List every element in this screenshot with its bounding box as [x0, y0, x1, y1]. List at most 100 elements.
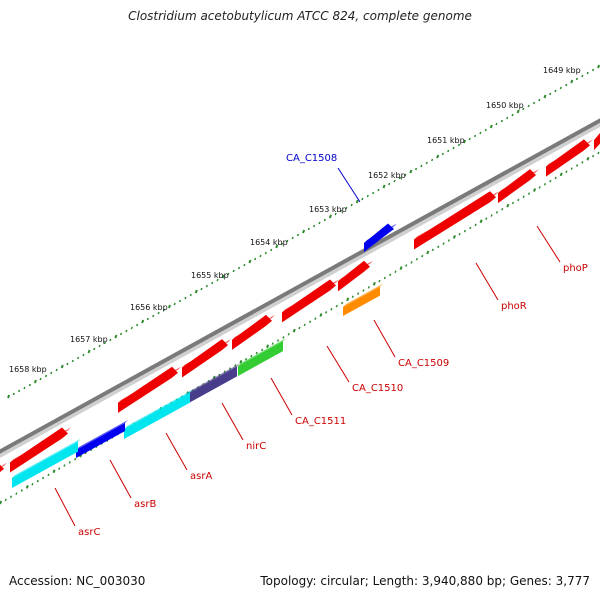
gene-labels: CA_C1508 phoP phoR CA_C1509 CA_C1510 CA_C1511…	[54, 153, 588, 538]
gene-nirC[interactable]	[187, 363, 240, 404]
inner-tick-dot	[58, 467, 61, 470]
inner-tick-dot	[330, 307, 333, 311]
inner-tick-dot	[479, 219, 483, 224]
inner-tick-dot	[437, 245, 440, 249]
gene-CA_C1508[interactable]	[364, 223, 397, 252]
kbp-tick-label: 1658 kbp	[9, 365, 47, 374]
inner-tick-dot	[506, 203, 510, 208]
leader-line	[109, 459, 132, 499]
outer-tick-dot	[404, 173, 407, 177]
outer-tick-dot	[382, 184, 386, 189]
leader-line	[221, 402, 244, 441]
kbp-tick-label: 1655 kbp	[191, 271, 229, 280]
gene-CA_C1509[interactable]	[343, 283, 383, 316]
gene-asrA[interactable]	[124, 389, 193, 439]
outer-tick-dot	[409, 169, 413, 174]
outer-tick-dot	[350, 203, 353, 207]
accession-label: Accession: NC_003030	[9, 574, 146, 588]
outer-tick-dot	[575, 77, 579, 81]
gene-asrC[interactable]	[12, 438, 81, 488]
gene-CA_C1511[interactable]	[238, 338, 286, 376]
gene-label-CA_C1511[interactable]: CA_C1511	[295, 416, 346, 427]
inner-tick-dot	[314, 317, 317, 320]
outer-tick-dot	[173, 302, 176, 306]
gene-label-asrA[interactable]: asrA	[190, 471, 212, 482]
gene-label-CA_C1508[interactable]: CA_C1508	[286, 153, 337, 164]
forward-gene-block[interactable]	[118, 366, 181, 413]
outer-tick-dot	[184, 296, 187, 300]
outer-tick-dot	[130, 326, 133, 330]
outer-tick-dot	[141, 319, 145, 324]
outer-tick-dot	[66, 362, 69, 366]
outer-tick-dot	[71, 359, 74, 363]
outer-tick-dot	[82, 353, 85, 357]
inner-tick-dot	[0, 500, 3, 505]
outer-tick-dot	[189, 293, 192, 297]
gene-label-CA_C1509[interactable]: CA_C1509	[398, 358, 449, 369]
inner-tick-dot	[549, 179, 552, 183]
inner-tick-dot	[442, 242, 445, 245]
outer-tick-dot	[136, 323, 139, 327]
gene-label-asrC[interactable]: asrC	[78, 527, 100, 538]
outer-tick-dot	[33, 379, 37, 384]
forward-gene-block[interactable]	[182, 339, 231, 378]
inner-tick-dot	[378, 279, 381, 283]
inner-tick-dot	[581, 161, 584, 164]
inner-tick-dot	[351, 295, 354, 299]
forward-gene-block[interactable]	[232, 314, 275, 350]
inner-tick-dot	[495, 211, 499, 214]
forward-gene-block[interactable]	[0, 462, 7, 478]
forward-gene-block[interactable]	[414, 191, 499, 250]
gene-label-phoR[interactable]: phoR	[501, 301, 527, 312]
inner-tick-dot	[511, 201, 515, 205]
gene-label-CA_C1510[interactable]: CA_C1510	[352, 383, 403, 394]
forward-gene-block[interactable]	[594, 128, 600, 151]
inner-tick-dot	[260, 348, 264, 352]
map-title: Clostridium acetobutylicum ATCC 824, com…	[128, 9, 472, 23]
inner-tick-dot	[250, 354, 253, 358]
inner-tick-dot	[452, 235, 456, 239]
forward-gene-block[interactable]	[498, 169, 539, 204]
inner-tick-dot	[362, 289, 365, 292]
inner-tick-dot	[372, 281, 376, 286]
forward-gene-block[interactable]	[546, 139, 593, 177]
inner-tick-dot	[559, 172, 563, 177]
outer-tick-dot	[388, 182, 391, 186]
inner-tick-dot	[469, 226, 472, 230]
inner-tick-dot	[31, 482, 34, 486]
inner-tick-dot	[399, 266, 403, 270]
outer-tick-dot	[570, 79, 574, 84]
outer-tick-dot	[479, 131, 482, 135]
outer-tick-dot	[425, 161, 428, 165]
outer-tick-dot	[280, 242, 284, 246]
gene-label-phoP[interactable]: phoP	[563, 263, 588, 274]
inner-tick-dot	[357, 292, 360, 295]
outer-tick-dot	[441, 152, 444, 156]
gene-label-asrB[interactable]: asrB	[134, 499, 156, 510]
gene-label-nirC[interactable]: nirC	[246, 441, 266, 452]
outer-tick-dot	[200, 287, 203, 291]
outer-tick-dot	[543, 94, 547, 99]
inner-tick-dot	[394, 270, 397, 274]
forward-gene-block[interactable]	[282, 279, 339, 323]
inner-tick-dot	[543, 182, 547, 186]
outer-tick-dot	[452, 146, 455, 150]
forward-gene-block[interactable]	[338, 260, 373, 292]
outer-tick-dot	[248, 259, 252, 264]
outer-tick-dot	[345, 206, 348, 210]
leader-line	[165, 432, 188, 471]
inner-tick-dot	[597, 151, 600, 155]
inner-tick-dot	[239, 360, 243, 364]
outer-tick-dot	[484, 128, 487, 132]
outer-tick-dot	[28, 383, 31, 387]
inner-tick-dot	[463, 229, 467, 233]
gene-asrB[interactable]	[76, 419, 128, 458]
outer-tick-dot	[114, 334, 118, 339]
outer-tick-dot	[532, 101, 536, 105]
kbp-tick-label: 1650 kbp	[486, 101, 524, 110]
outer-tick-dot	[205, 284, 208, 288]
outer-tick-dot	[152, 314, 155, 318]
outer-tick-dot	[291, 236, 294, 240]
forward-gene-block[interactable]	[10, 427, 71, 473]
genome-backbone	[0, 118, 600, 454]
